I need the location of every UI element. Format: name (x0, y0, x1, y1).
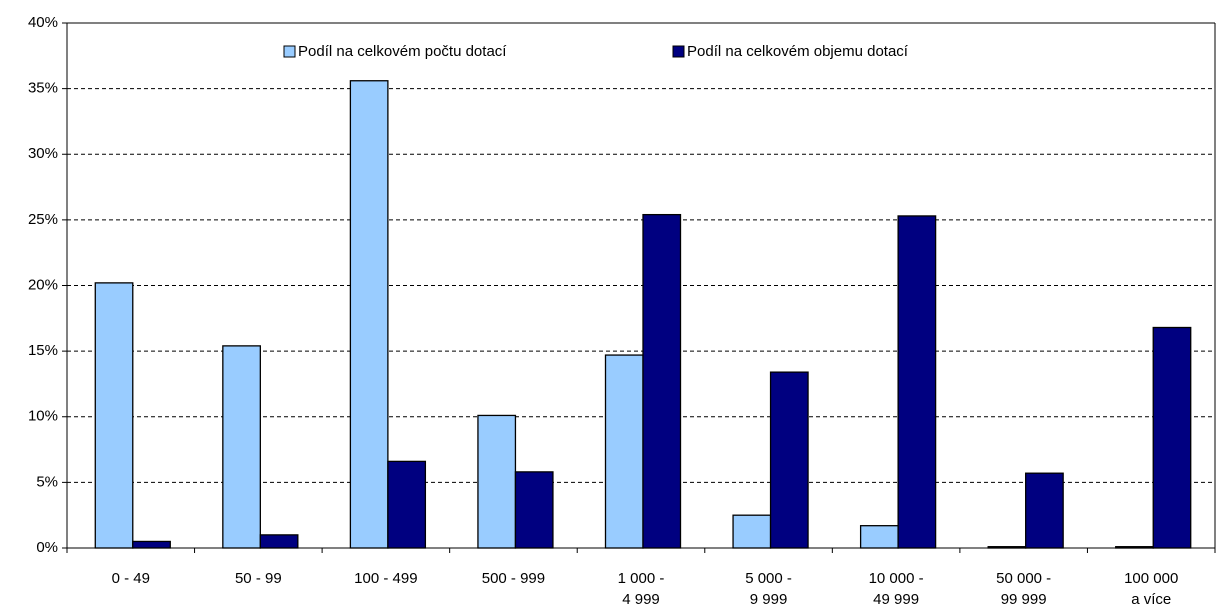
bar (94, 282, 134, 549)
x-tick-label: 0 - 49 (111, 570, 150, 587)
y-tick-label: 30% (28, 145, 58, 162)
y-tick-label: 40% (28, 14, 58, 31)
bar (477, 414, 517, 549)
x-tick-label: 10 000 - 49 999 (868, 570, 924, 608)
y-tick-label: 0% (36, 539, 58, 556)
x-tick-label: 500 - 999 (481, 570, 546, 587)
bar (1025, 472, 1064, 549)
legend-swatch (672, 45, 685, 58)
y-tick-label: 5% (36, 473, 58, 490)
legend-label: Podíl na celkovém počtu dotací (298, 43, 507, 60)
bar (897, 215, 937, 549)
bar (222, 345, 261, 549)
bar (642, 213, 682, 549)
bar (132, 540, 171, 549)
bar (259, 534, 299, 549)
bar (1152, 326, 1192, 549)
x-tick-label: 100 000 a více (1124, 570, 1179, 608)
legend-swatch (283, 45, 296, 58)
y-tick-label: 20% (28, 276, 58, 293)
x-tick-label: 50 - 99 (234, 570, 282, 587)
x-tick-label: 5 000 - 9 999 (745, 570, 792, 608)
bar (859, 525, 899, 549)
x-tick-label: 1 000 - 4 999 (617, 570, 665, 608)
bar (732, 514, 772, 549)
x-tick-label: 100 - 499 (354, 570, 418, 587)
bar (349, 80, 389, 549)
bar (514, 471, 554, 549)
bar (387, 460, 427, 549)
legend-label: Podíl na celkovém objemu dotací (687, 43, 909, 60)
y-tick-label: 15% (28, 342, 58, 359)
y-tick-label: 25% (28, 211, 58, 228)
x-tick-label: 50 000 - 99 999 (996, 570, 1052, 608)
y-tick-label: 35% (28, 80, 58, 97)
bar (769, 371, 809, 549)
bar (604, 354, 644, 549)
y-tick-label: 10% (28, 408, 58, 425)
